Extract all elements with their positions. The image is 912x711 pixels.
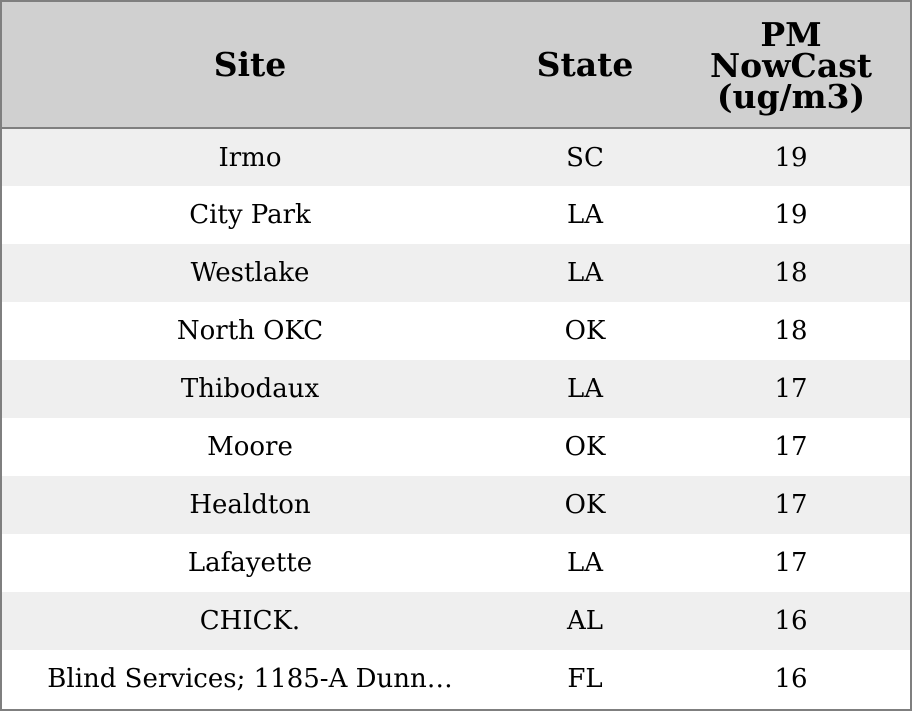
state-cell: LA: [566, 548, 604, 578]
site-cell: Blind Services; 1185-A Dunn…: [47, 664, 453, 694]
site-cell: Irmo: [218, 142, 282, 173]
table-row: Moore OK 17: [2, 418, 910, 476]
pm-nowcast-cell: 18: [774, 258, 808, 288]
table-row: Blind Services; 1185-A Dunn… FL 16: [2, 650, 910, 708]
table-body: Irmo SC 19 City Park LA 19 Westlake LA 18 North O…: [2, 128, 910, 708]
pm-nowcast-cell: 19: [774, 142, 808, 173]
site-cell: North OKC: [176, 316, 324, 346]
site-cell: Westlake: [190, 258, 310, 288]
pm-nowcast-cell: 17: [774, 432, 808, 462]
state-cell: OK: [564, 490, 606, 520]
state-cell: OK: [564, 316, 606, 346]
table-row: City Park LA 19: [2, 186, 910, 244]
pm-nowcast-cell: 17: [774, 548, 808, 578]
pm-nowcast-cell: 18: [774, 316, 808, 346]
state-cell: FL: [567, 664, 603, 694]
table-header-row: Site State PM NowCast (ug/m3): [2, 2, 910, 129]
pm-nowcast-cell: 17: [774, 490, 808, 520]
table-row: Irmo SC 19: [2, 128, 910, 186]
state-cell: LA: [566, 200, 604, 230]
table-row: CHICK. AL 16: [2, 592, 910, 650]
table-row: Westlake LA 18: [2, 244, 910, 302]
state-cell: SC: [566, 142, 604, 173]
column-header-site: Site: [2, 2, 498, 129]
site-cell: Lafayette: [187, 548, 313, 578]
pm-nowcast-cell: 19: [774, 200, 808, 230]
state-cell: OK: [564, 432, 606, 462]
state-cell: LA: [566, 258, 604, 288]
table-row: Thibodaux LA 17: [2, 360, 910, 418]
column-header-state: State: [498, 2, 672, 129]
state-cell: AL: [566, 606, 604, 636]
site-cell: CHICK.: [199, 606, 301, 636]
site-cell: Healdton: [189, 490, 311, 520]
pm-nowcast-cell: 17: [774, 374, 808, 404]
table-row: Healdton OK 17: [2, 476, 910, 534]
column-header-pm-nowcast: PM NowCast (ug/m3): [672, 2, 910, 129]
table-row: Lafayette LA 17: [2, 534, 910, 592]
site-cell: City Park: [189, 200, 311, 230]
pm-nowcast-header-text: PM NowCast (ug/m3): [709, 15, 873, 116]
pm-nowcast-cell: 16: [774, 664, 808, 694]
state-cell: LA: [566, 374, 604, 404]
site-cell: Thibodaux: [180, 374, 320, 404]
site-cell: Moore: [207, 432, 293, 462]
pm-nowcast-cell: 16: [774, 606, 808, 636]
table-row: North OKC OK 18: [2, 302, 910, 360]
